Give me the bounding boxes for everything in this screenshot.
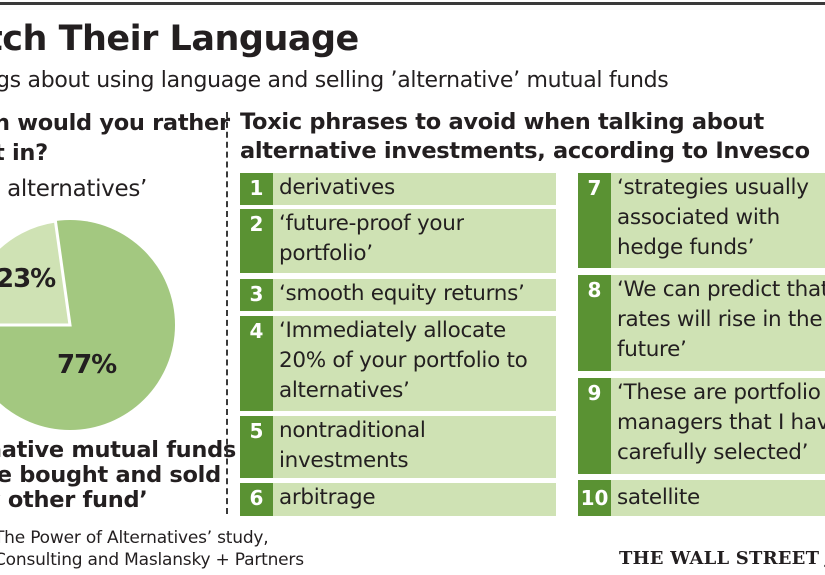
pie-slice-23	[0, 219, 72, 327]
item-number: 4	[240, 316, 273, 411]
item-text: ‘strategies usually associated with hedge …	[617, 175, 809, 260]
toxic-item-10: 10 satellite	[578, 480, 825, 516]
item-number: 9	[578, 378, 611, 474]
item-number: 2	[240, 209, 273, 273]
item-text: ‘future-proof your portfolio’	[279, 211, 465, 266]
item-number: 7	[578, 173, 611, 268]
source-line: Consulting and Maslansky + Partners	[0, 550, 304, 570]
pie-label-line: native mutual funds	[0, 437, 237, 463]
item-text: satellite	[617, 485, 700, 510]
dashed-divider	[226, 112, 228, 514]
item-text: derivatives	[279, 175, 395, 200]
top-rule	[0, 2, 825, 5]
pie-label-line: re bought and sold	[0, 462, 221, 488]
page-title: tch Their Language	[0, 19, 359, 59]
toxic-title-line: alternative investments, according to In…	[240, 138, 810, 164]
item-number: 6	[240, 483, 273, 516]
item-text: ‘We can predict that rates will rise in t…	[617, 277, 825, 362]
survey-question: n would you rather t in?	[0, 108, 230, 168]
item-text: nontraditional investments	[279, 418, 426, 473]
pie-pct-large: 77%	[57, 350, 117, 380]
item-number: 5	[240, 416, 273, 478]
item-text: arbitrage	[279, 485, 376, 510]
toxic-title-line: Toxic phrases to avoid when talking abou…	[240, 109, 764, 135]
toxic-item-8: 8 ‘We can predict that rates will rise in…	[578, 275, 825, 371]
item-number: 3	[240, 279, 273, 311]
item-number: 1	[240, 173, 273, 205]
survey-question-line: n would you rather	[0, 110, 230, 136]
pie-chart: 23% 77%	[0, 0, 230, 575]
toxic-item-3: 3 ‘smooth equity returns’	[240, 279, 556, 311]
toxic-item-4: 4 ‘Immediately allocate 20% of your portf…	[240, 316, 556, 411]
toxic-item-6: 6 arbitrage	[240, 483, 556, 516]
page-subtitle: gs about using language and selling ’alt…	[0, 68, 669, 93]
pie-pct-small: 23%	[0, 264, 56, 294]
item-number: 8	[578, 275, 611, 371]
item-text: ‘Immediately allocate 20% of your portfol…	[279, 318, 528, 403]
wsj-logo: THE WALL STREET JOURNAL	[619, 548, 825, 569]
toxic-item-7: 7 ‘strategies usually associated with hedg…	[578, 173, 825, 268]
item-number: 10	[578, 480, 611, 516]
toxic-item-1: 1 derivatives	[240, 173, 556, 205]
toxic-phrases-title: Toxic phrases to avoid when talking abou…	[240, 108, 810, 166]
toxic-item-9: 9 ‘These are portfolio managers that I ha…	[578, 378, 825, 474]
source-note: The Power of Alternatives’ study, Consul…	[0, 527, 304, 571]
pie-graphic	[0, 219, 175, 430]
pie-label-line: y other fund’	[0, 487, 148, 513]
item-text: ‘smooth equity returns’	[279, 281, 525, 306]
toxic-item-5: 5 nontraditional investments	[240, 416, 556, 478]
pie-label-mutual-funds: native mutual funds re bought and sold y…	[0, 438, 236, 513]
source-line: The Power of Alternatives’ study,	[0, 528, 269, 548]
toxic-item-2: 2 ‘future-proof your portfolio’	[240, 209, 556, 273]
survey-question-line: t in?	[0, 140, 48, 166]
pie-label-alternatives: l alternatives’	[0, 176, 148, 202]
item-text: ‘These are portfolio managers that I have…	[617, 380, 825, 465]
